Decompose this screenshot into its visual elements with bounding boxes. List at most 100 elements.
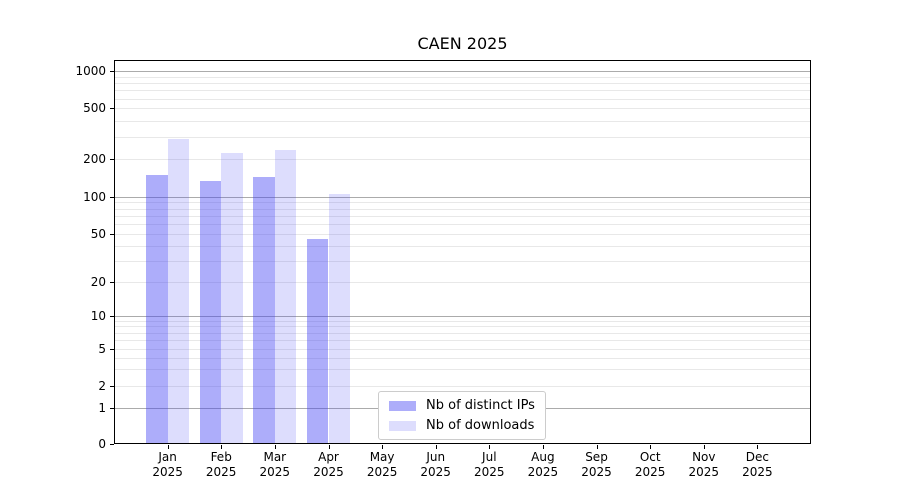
y-tick-label: 50 [90, 226, 106, 241]
legend-swatch-icon [389, 420, 416, 431]
y-tick-mark [110, 233, 114, 235]
gridline-minor [114, 108, 811, 110]
bar-downloads-mar [274, 150, 297, 444]
y-tick-mark [110, 71, 114, 72]
x-tick-label: May 2025 [347, 450, 417, 480]
x-tick-month: Nov [692, 450, 716, 464]
bar-distinct-ips-mar [253, 176, 275, 444]
x-tick-mark [542, 445, 544, 449]
bar-downloads-jan [167, 138, 189, 444]
y-tick-label: 200 [83, 152, 106, 167]
x-tick-mark [650, 445, 652, 449]
x-tick-year: 2025 [366, 465, 398, 479]
x-tick-month: Mar [263, 450, 287, 464]
y-tick-mark [110, 159, 114, 161]
gridline-minor [114, 281, 811, 283]
x-tick-year: 2025 [742, 465, 773, 479]
x-tick-mark [489, 445, 491, 449]
gridline-minor [114, 120, 811, 122]
x-tick-label: Oct 2025 [615, 450, 685, 480]
gridline-minor [114, 332, 811, 334]
legend: Nb of distinct IPs Nb of downloads [378, 391, 546, 440]
gridline-major [114, 315, 811, 317]
x-tick-month: Dec [745, 450, 769, 464]
plot-area-border [114, 60, 811, 444]
gridline-minor [114, 369, 811, 371]
gridline-minor [114, 202, 811, 204]
gridline-major [114, 71, 811, 72]
gridline-minor [114, 224, 811, 226]
x-tick-mark [596, 445, 598, 449]
x-tick-month: Sep [585, 450, 608, 464]
x-tick-month: Jan [158, 450, 177, 464]
x-tick-year: 2025 [527, 465, 559, 479]
x-tick-label: Apr 2025 [294, 450, 364, 480]
y-tick-mark [110, 444, 114, 445]
bar-downloads-feb [221, 152, 243, 444]
y-tick-mark [110, 348, 114, 350]
gridline-minor [114, 320, 811, 322]
x-tick-year: 2025 [474, 465, 505, 479]
x-tick-mark [382, 445, 384, 449]
x-tick-month: Aug [531, 450, 555, 464]
x-tick-year: 2025 [688, 465, 720, 479]
x-tick-month: Oct [639, 450, 661, 464]
gridline-minor [114, 326, 811, 328]
gridline-minor [114, 159, 811, 161]
x-tick-mark [328, 445, 330, 449]
gridline-minor [114, 357, 811, 359]
bar-downloads-apr [328, 194, 350, 444]
x-tick-mark [167, 445, 169, 449]
x-tick-mark [274, 445, 276, 449]
x-tick-year: 2025 [581, 465, 612, 479]
x-tick-mark [221, 445, 223, 449]
x-tick-year: 2025 [152, 465, 183, 479]
y-tick-mark [110, 407, 114, 409]
gridline-minor [114, 233, 811, 235]
x-tick-mark [435, 445, 437, 449]
y-tick-label: 1 [98, 400, 106, 415]
x-tick-label: Dec 2025 [722, 450, 792, 480]
x-tick-label: Jan 2025 [133, 450, 203, 480]
y-tick-mark [110, 196, 114, 198]
x-tick-year: 2025 [259, 465, 291, 479]
x-tick-label: Sep 2025 [562, 450, 632, 480]
gridline-minor [114, 76, 811, 78]
x-tick-month: Jul [482, 450, 497, 464]
x-tick-month: Feb [210, 450, 232, 464]
gridline-minor [114, 90, 811, 92]
gridline-major [114, 196, 811, 198]
x-tick-year: 2025 [205, 465, 237, 479]
gridline-minor [114, 348, 811, 350]
x-tick-label: Jul 2025 [454, 450, 524, 480]
bar-distinct-ips-feb [199, 180, 222, 444]
y-tick-label: 10 [90, 308, 106, 323]
x-tick-month: Apr [318, 450, 339, 464]
y-tick-mark [110, 108, 114, 110]
y-tick-label: 20 [90, 274, 106, 289]
legend-item: Nb of distinct IPs [389, 398, 535, 413]
x-tick-label: Mar 2025 [240, 450, 310, 480]
chart-title: CAEN 2025 [417, 34, 508, 53]
x-tick-year: 2025 [420, 465, 451, 479]
x-tick-mark [703, 445, 705, 449]
y-tick-label: 1000 [75, 64, 106, 78]
gridline-minor [114, 208, 811, 210]
gridline-minor [114, 245, 811, 247]
x-tick-month: Jun [426, 450, 446, 464]
x-tick-label: Jun 2025 [401, 450, 471, 480]
y-tick-label: 100 [83, 189, 106, 204]
x-tick-year: 2025 [313, 465, 344, 479]
legend-label: Nb of downloads [426, 418, 535, 433]
gridline-minor [114, 83, 811, 84]
gridline-minor [114, 260, 811, 262]
x-tick-mark [757, 445, 759, 449]
y-tick-label: 5 [98, 341, 106, 356]
x-tick-label: Feb 2025 [186, 450, 256, 480]
gridline-minor [114, 215, 811, 217]
legend-swatch-icon [389, 400, 416, 411]
legend-label: Nb of distinct IPs [426, 398, 535, 413]
x-tick-month: May [369, 450, 395, 464]
x-tick-label: Nov 2025 [669, 450, 739, 480]
